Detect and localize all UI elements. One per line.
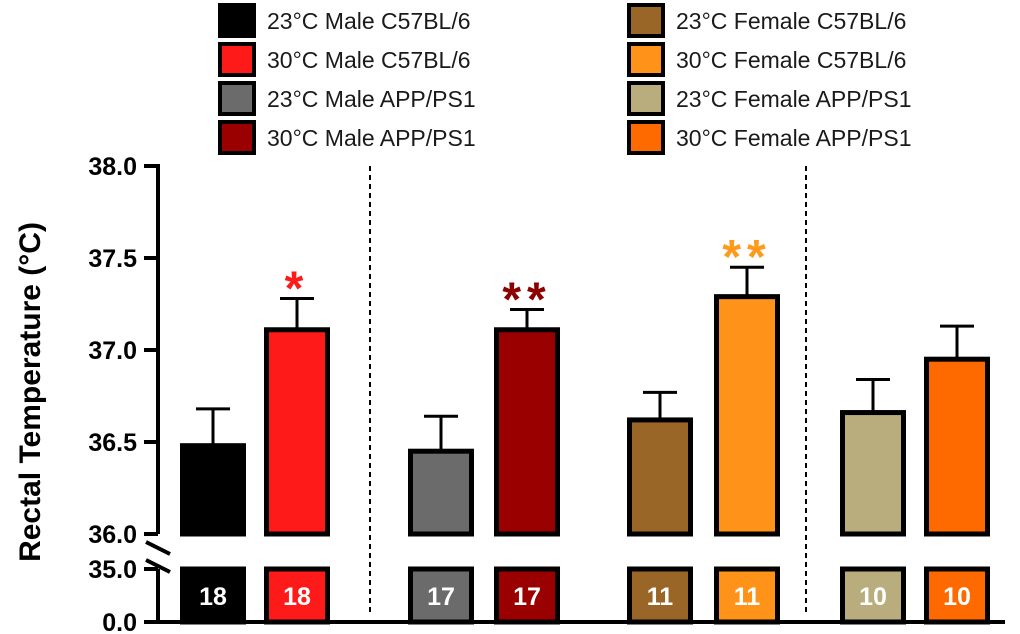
legend-label: 30°C Male C57BL/6 (267, 47, 471, 73)
sample-size-label: 11 (734, 583, 761, 611)
bar (180, 443, 246, 537)
bar-lower-segment (408, 566, 474, 625)
y-tick-label: 37.5 (88, 245, 137, 273)
bar-lower-segment (714, 566, 780, 625)
bar-lower-segment (180, 566, 246, 625)
y-tick-label: 36.0 (88, 521, 137, 549)
legend-swatch (627, 3, 665, 38)
bar (264, 327, 330, 537)
bar (408, 448, 474, 537)
legend-label: 30°C Female APP/PS1 (676, 125, 911, 151)
legend-swatch (627, 81, 665, 116)
bar (714, 294, 780, 537)
significance-marker: ** (502, 274, 551, 327)
legend-label: 23°C Female APP/PS1 (676, 86, 911, 112)
sample-size-label: 11 (647, 583, 674, 611)
sample-size-label: 10 (859, 583, 887, 611)
legend-label: 30°C Female C57BL/6 (676, 47, 906, 73)
bar (840, 410, 906, 537)
sample-size-label: 10 (943, 583, 971, 611)
axis-break-mark (145, 540, 171, 556)
legend-swatch (218, 42, 256, 77)
sample-size-label: 17 (427, 583, 455, 611)
y-tick-label: 36.5 (88, 429, 137, 457)
bar (494, 327, 560, 537)
bar-lower-segment (494, 566, 560, 625)
legend-label: 23°C Male APP/PS1 (267, 86, 476, 112)
legend-label: 23°C Female C57BL/6 (676, 8, 906, 34)
sample-size-label: 17 (513, 583, 541, 611)
significance-marker: ** (722, 231, 771, 284)
y-tick-label: 37.0 (88, 337, 137, 365)
sample-size-label: 18 (199, 583, 227, 611)
legend-label: 30°C Male APP/PS1 (267, 125, 476, 151)
bar-lower-segment (627, 566, 693, 625)
bar-lower-segment (264, 566, 330, 625)
significance-marker: * (285, 262, 310, 315)
legend-swatch (218, 81, 256, 116)
bar (627, 417, 693, 537)
legend-swatch (218, 3, 256, 38)
legend-swatch (627, 120, 665, 155)
bar-lower-segment (924, 566, 990, 625)
y-axis-title: Rectal Temperature (°C) (14, 222, 47, 562)
y-tick-label: 35.0 (88, 556, 137, 584)
y-tick-label: 38.0 (88, 153, 137, 181)
legend-swatch (218, 120, 256, 155)
bar (924, 356, 990, 537)
axis-break-mark (145, 558, 171, 574)
sample-size-label: 18 (283, 583, 311, 611)
y-tick-label: 0.0 (102, 609, 137, 634)
legend-label: 23°C Male C57BL/6 (267, 8, 471, 34)
legend-swatch (627, 42, 665, 77)
bar-lower-segment (840, 566, 906, 625)
